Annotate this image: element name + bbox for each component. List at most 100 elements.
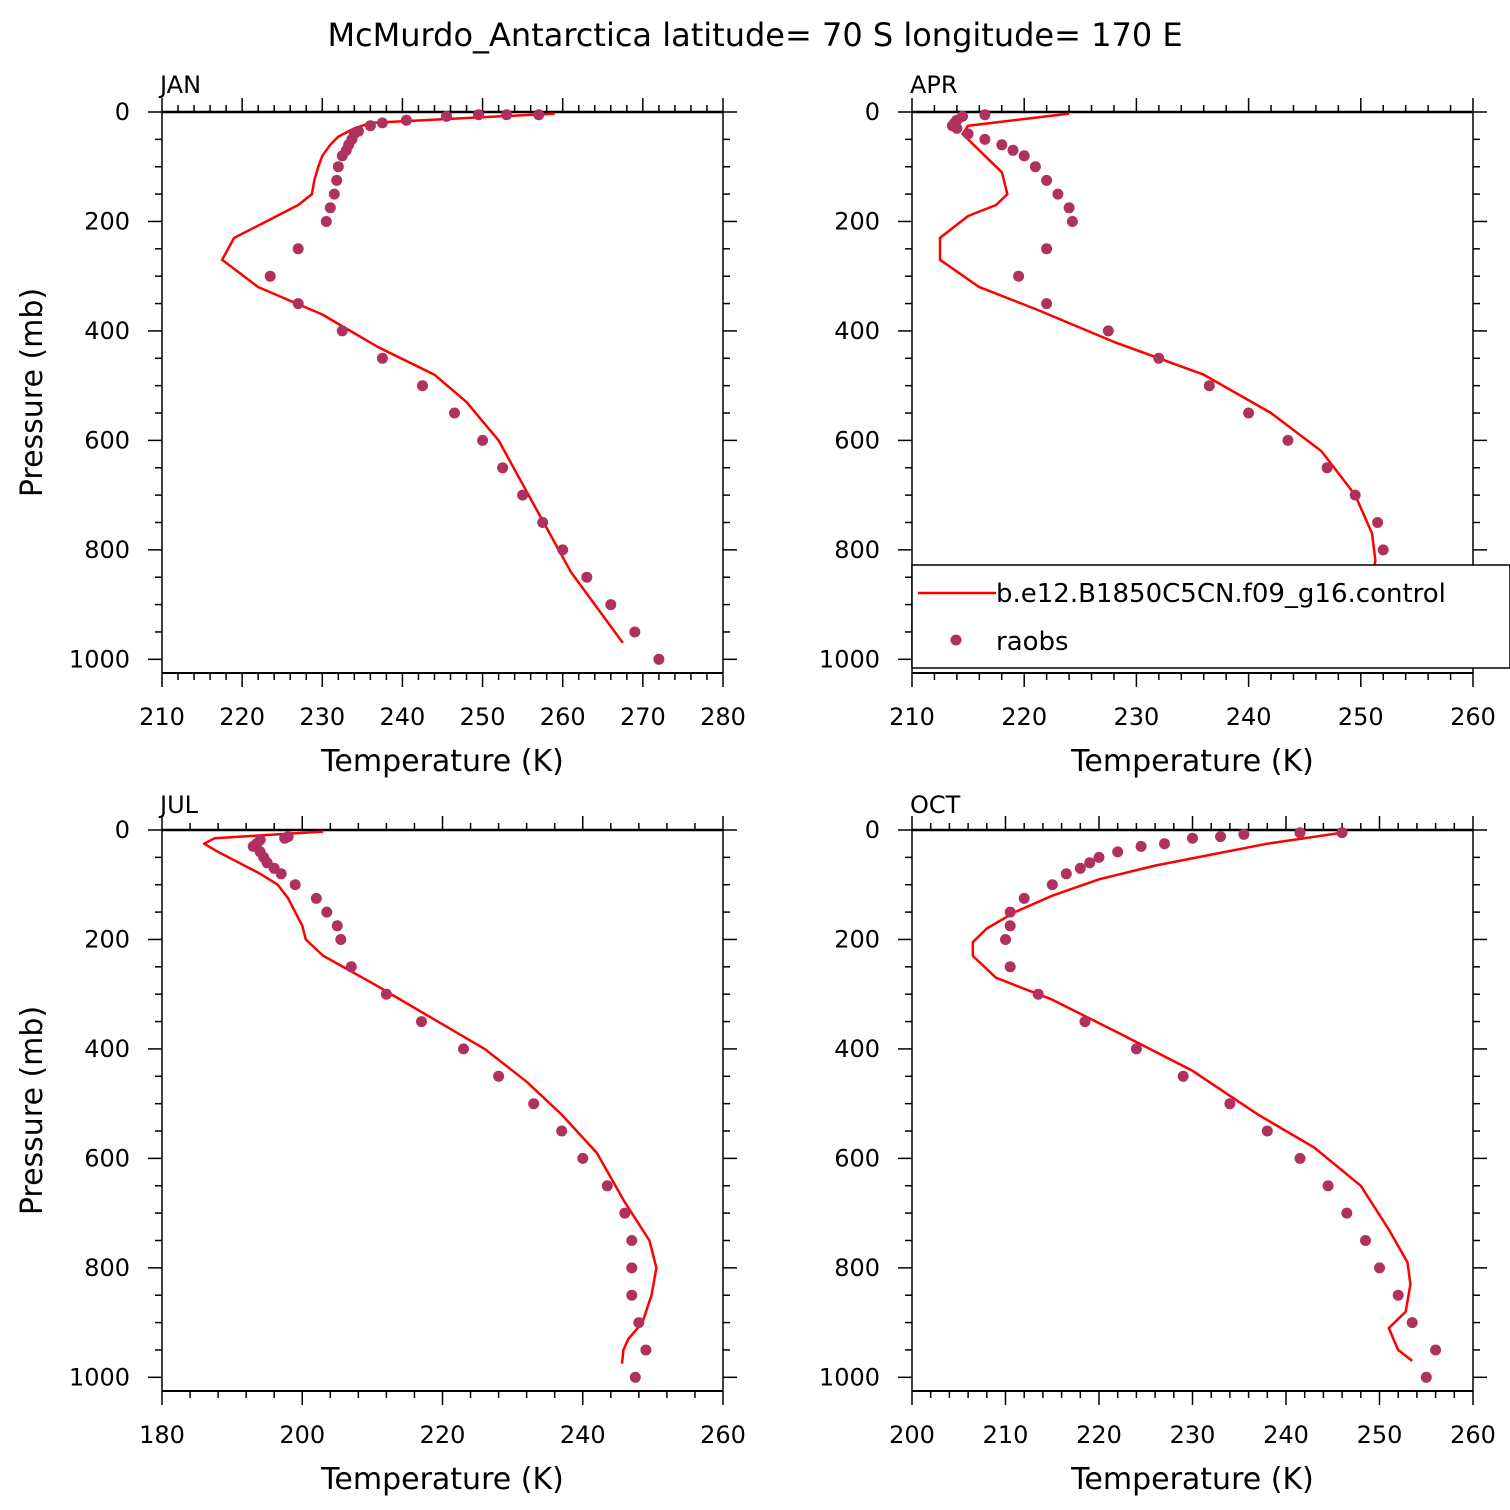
y-tick-label: 0 <box>115 98 130 126</box>
obs-point <box>629 1371 641 1383</box>
model-profile-line <box>220 112 624 644</box>
y-tick-label: 600 <box>834 1144 880 1172</box>
obs-point <box>1261 1125 1273 1137</box>
obs-point <box>979 133 991 145</box>
obs-point <box>1336 827 1348 839</box>
obs-point <box>1007 144 1019 156</box>
legend: b.e12.B1850C5CN.f09_g16.control raobs <box>911 564 1510 669</box>
obs-point <box>601 1180 613 1192</box>
obs-point <box>1322 1180 1334 1192</box>
obs-point <box>1000 934 1011 945</box>
obs-point <box>328 188 340 200</box>
x-tick-label: 200 <box>279 1421 325 1449</box>
obs-point <box>1074 862 1086 874</box>
obs-point <box>528 1098 540 1110</box>
obs-point <box>626 1235 638 1246</box>
y-tick-label: 800 <box>834 536 880 564</box>
y-tick-label: 0 <box>865 816 880 844</box>
obs-point <box>557 544 569 556</box>
x-tick-label: 250 <box>460 703 506 731</box>
obs-point <box>1177 1070 1189 1082</box>
obs-point <box>1004 961 1016 973</box>
obs-point <box>473 109 485 121</box>
obs-point <box>1032 988 1044 1000</box>
obs-point <box>1203 380 1215 392</box>
obs-point <box>1135 840 1147 852</box>
x-tick-label: 230 <box>1113 703 1159 731</box>
obs-point <box>1321 462 1333 474</box>
y-tick-label: 0 <box>115 816 130 844</box>
x-axis-label: Temperature (K) <box>320 744 564 779</box>
obs-point <box>497 462 509 474</box>
obs-point <box>1392 1289 1404 1301</box>
x-tick-label: 220 <box>219 703 265 731</box>
panel-jul: JUL 180 200 220 240 260 0 200 400 600 800 1000 Temp… <box>15 791 746 1497</box>
obs-point <box>1018 150 1030 162</box>
obs-point <box>581 571 593 583</box>
x-tick-label: 240 <box>1263 1421 1309 1449</box>
obs-point <box>633 1317 645 1329</box>
obs-point <box>996 139 1008 151</box>
obs-point <box>1060 868 1072 880</box>
obs-point <box>1004 906 1016 918</box>
x-tick-label: 230 <box>299 703 345 731</box>
y-tick-label: 200 <box>834 925 880 953</box>
obs-point <box>1187 832 1198 844</box>
obs-point <box>336 150 348 162</box>
x-tick-label: 260 <box>1450 1421 1496 1449</box>
panel-oct: OCT 200 210 220 230 240 250 260 0 200 400 600 800 10… <box>819 791 1496 1497</box>
y-tick-label: 1000 <box>69 645 130 673</box>
obs-point <box>331 920 343 932</box>
obs-point <box>331 174 343 186</box>
x-tick-label: 260 <box>540 703 586 731</box>
x-tick-label: 260 <box>1450 703 1496 731</box>
obs-point <box>477 434 489 446</box>
panel-label-oct: OCT <box>910 791 961 819</box>
x-tick-label: 230 <box>1170 1421 1216 1449</box>
obs-point <box>275 868 287 880</box>
obs-point <box>626 1289 638 1301</box>
obs-point <box>1052 188 1064 200</box>
obs-point <box>1374 1262 1385 1274</box>
obs-point <box>289 879 301 891</box>
panel-label-jul: JUL <box>158 791 199 819</box>
y-tick-label: 1000 <box>69 1363 130 1391</box>
obs-point <box>640 1344 652 1356</box>
y-tick-label: 200 <box>84 207 130 235</box>
obs-point <box>951 122 963 134</box>
x-tick-label: 240 <box>380 703 426 731</box>
obs-point <box>1377 544 1389 556</box>
obs-point <box>1420 1371 1432 1383</box>
x-tick-label: 270 <box>620 703 666 731</box>
obs-point <box>345 961 357 973</box>
obs-point <box>1372 517 1384 528</box>
obs-point <box>321 906 333 918</box>
legend-obs-label: raobs <box>996 627 1069 657</box>
legend-obs-marker <box>950 634 962 646</box>
legend-model-label: b.e12.B1850C5CN.f09_g16.control <box>996 579 1446 609</box>
y-tick-label: 400 <box>84 1035 130 1063</box>
y-axis-label: Pressure (mb) <box>15 288 50 497</box>
obs-point <box>320 216 332 227</box>
x-tick-label: 210 <box>139 703 185 731</box>
obs-point <box>1041 243 1053 255</box>
obs-point <box>264 270 276 282</box>
obs-point <box>449 407 460 419</box>
y-tick-label: 600 <box>834 426 880 454</box>
x-tick-label: 210 <box>983 1421 1029 1449</box>
obs-point <box>1018 892 1030 904</box>
x-tick-label: 210 <box>889 703 935 731</box>
y-tick-label: 1000 <box>819 645 880 673</box>
legend-box <box>911 564 1510 669</box>
obs-point <box>380 988 392 1000</box>
x-tick-label: 220 <box>420 1421 466 1449</box>
x-axis-label: Temperature (K) <box>320 1462 564 1497</box>
obs-point <box>1029 161 1041 173</box>
model-profile-line <box>971 831 1413 1362</box>
obs-point <box>458 1043 469 1055</box>
obs-point <box>1130 1043 1142 1055</box>
panel-label-apr: APR <box>910 71 958 99</box>
x-tick-label: 250 <box>1357 1421 1403 1449</box>
obs-point <box>335 934 347 945</box>
obs-point <box>1046 879 1058 891</box>
